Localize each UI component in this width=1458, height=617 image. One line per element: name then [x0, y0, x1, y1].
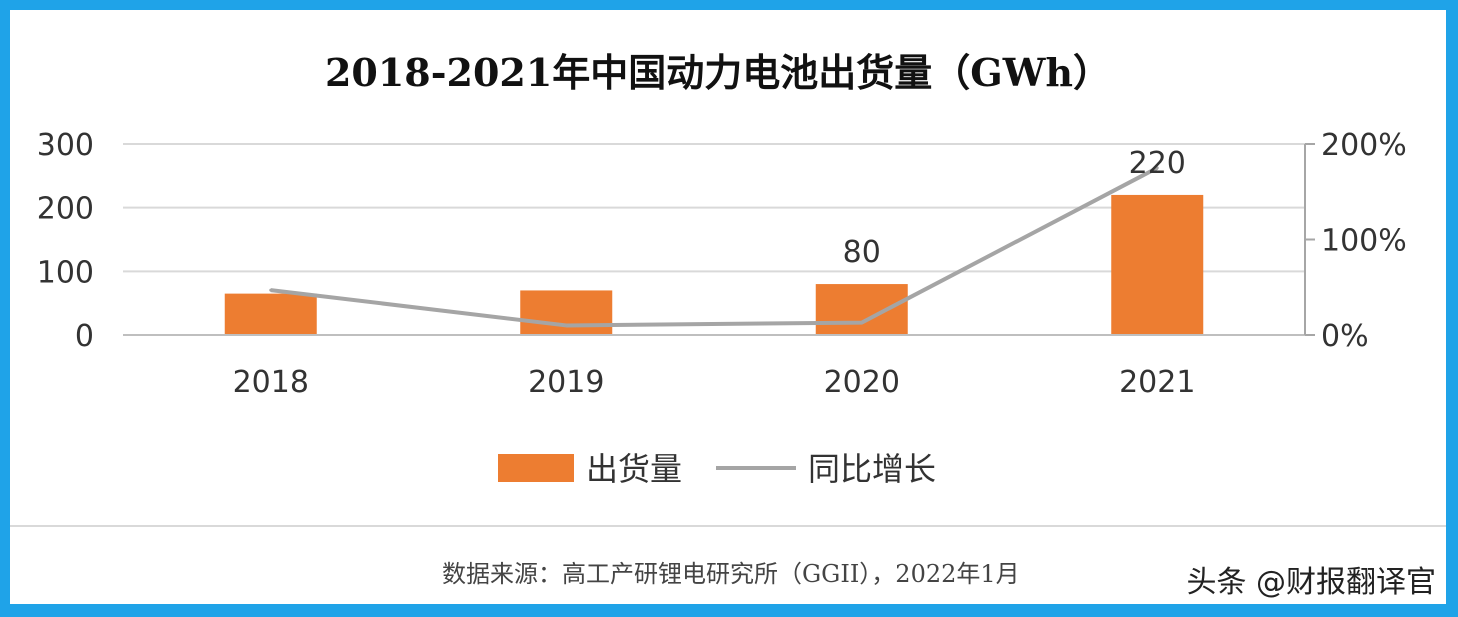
y-left-tick-label: 100: [37, 255, 94, 290]
bar-data-label: 220: [1129, 146, 1186, 181]
legend-swatch-bar: [498, 454, 574, 482]
chart-title: 2018-2021年中国动力电池出货量（GWh）: [325, 50, 1111, 95]
bar: [520, 290, 613, 335]
line-point: [860, 321, 864, 325]
y-left-tick-label: 300: [37, 128, 94, 163]
bar-series: [224, 194, 1204, 335]
line-point: [269, 288, 273, 292]
line-series-path: [270, 166, 1159, 328]
legend-label-line: 同比增长: [808, 450, 936, 488]
y-right-tick-label: 0%: [1321, 319, 1369, 354]
x-tick-label: 2020: [824, 365, 900, 400]
x-tick-label: 2018: [233, 365, 309, 400]
chart-frame: 2018-2021年中国动力电池出货量（GWh） 80 220 0 100 200 30…: [10, 10, 1446, 604]
axes: 0 100 200 300 0% 100% 200% 2018 2019 2020 2021: [37, 128, 1407, 400]
watermark: 头条 @财报翻译官: [1186, 565, 1436, 600]
y-left-tick-label: 200: [37, 192, 94, 227]
data-labels: 80 220: [843, 146, 1186, 270]
line-series: [269, 166, 1159, 328]
x-tick-label: 2021: [1119, 365, 1195, 400]
y-left-tick-label: 0: [75, 319, 94, 354]
legend: 出货量 同比增长: [498, 450, 936, 488]
bar: [815, 284, 908, 335]
bar: [224, 293, 317, 335]
line-point: [1155, 166, 1159, 170]
chart: 2018-2021年中国动力电池出货量（GWh） 80 220 0 100 200 30…: [10, 50, 1446, 600]
y-right-tick-label: 200%: [1321, 128, 1407, 163]
grid: [123, 143, 1305, 273]
line-point: [564, 323, 568, 327]
x-tick-label: 2019: [528, 365, 604, 400]
source-note: 数据来源：高工产研锂电研究所（GGII），2022年1月: [442, 560, 1020, 588]
y-right-tick-label: 100%: [1321, 224, 1407, 259]
bar: [1111, 194, 1204, 335]
bar-data-label: 80: [843, 235, 881, 270]
legend-label-bar: 出货量: [586, 450, 682, 488]
